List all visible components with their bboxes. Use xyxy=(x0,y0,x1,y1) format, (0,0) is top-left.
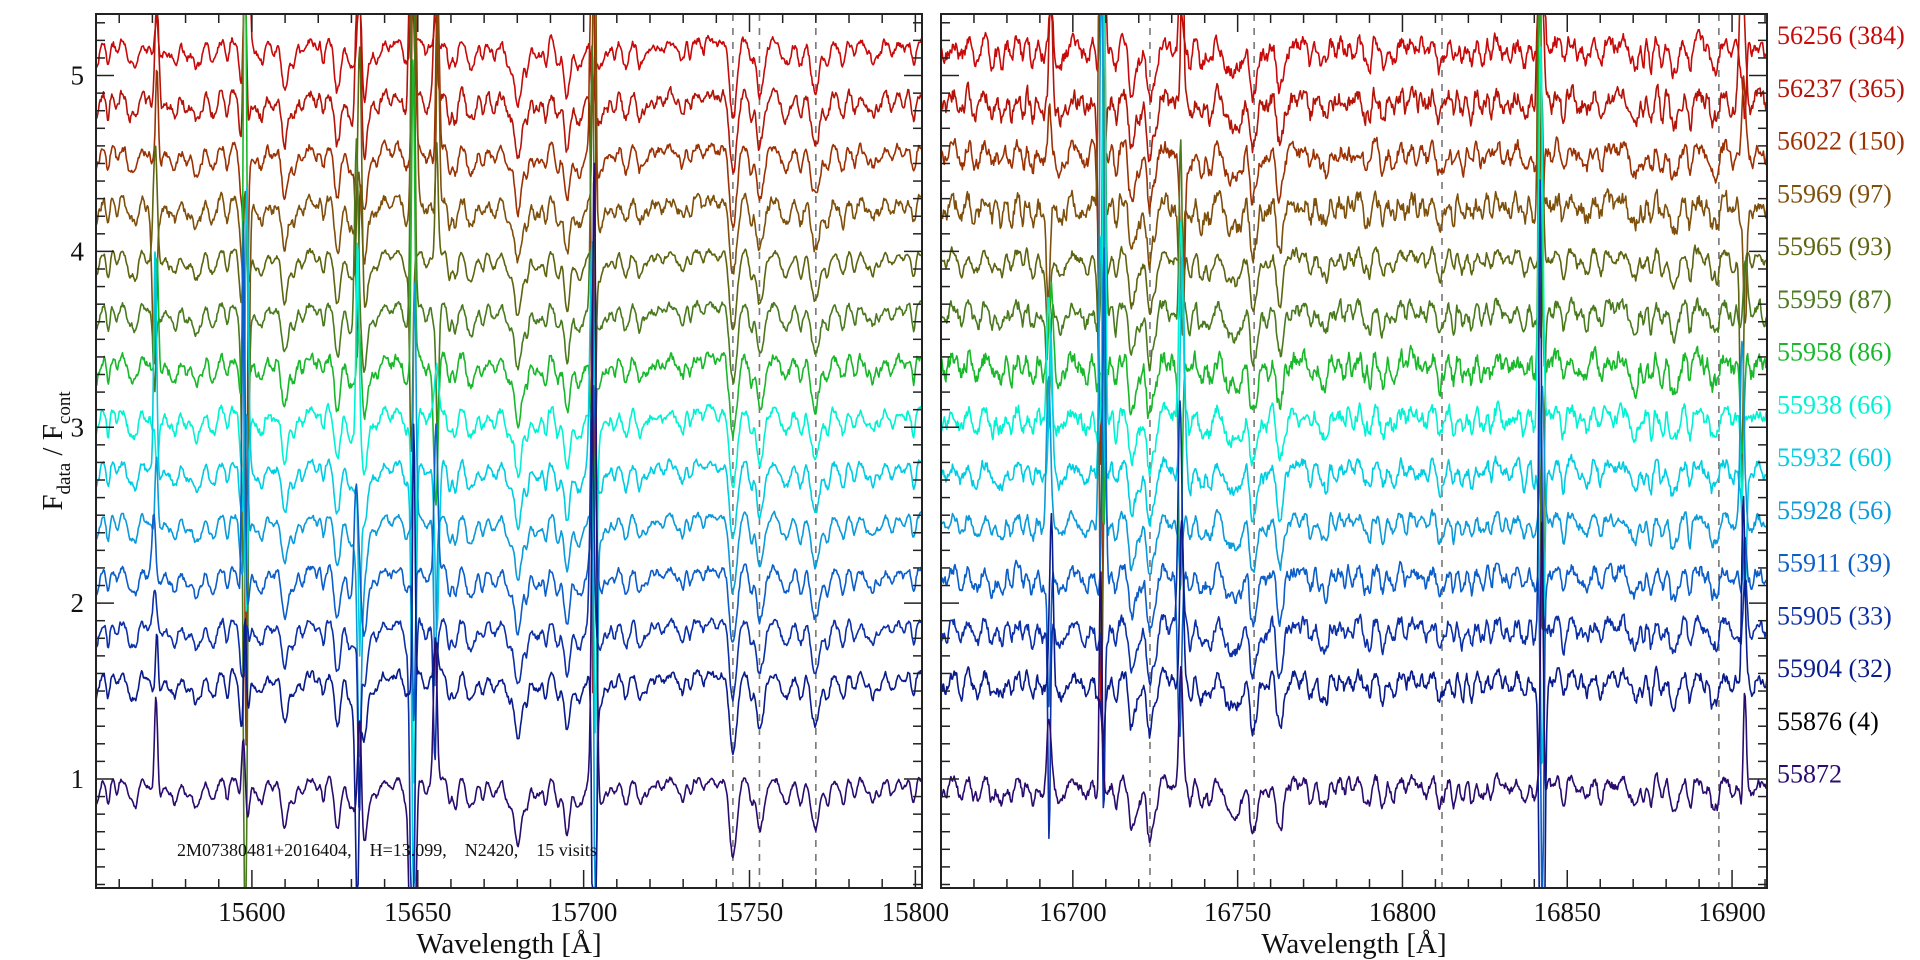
legend-label-55965: 55965 (93) xyxy=(1777,232,1892,261)
spectrum-56256-panel1 xyxy=(941,14,1767,120)
legend-label-55911: 55911 (39) xyxy=(1777,549,1891,578)
legend: 56256 (384) 56237 (365) 56022 (150) 55969 (… xyxy=(1777,21,1905,789)
x-tick-label: 15650 xyxy=(384,897,452,927)
spectrum-55905-panel0 xyxy=(96,388,922,888)
spectrum-56022-panel0 xyxy=(96,14,922,746)
y-tick-label: 2 xyxy=(71,588,85,618)
right-panel: 16700 16750 16800 16850 16900 Wavelength [Å] xyxy=(940,13,1768,960)
x-tick-label: 15800 xyxy=(882,897,950,927)
x-tick-label: 15750 xyxy=(716,897,784,927)
left-panel: 15600 15650 15700 15750 15800 Wavelength [Å] 1… xyxy=(71,13,950,960)
legend-label-55872: 55872 xyxy=(1777,760,1842,789)
legend-label-55938: 55938 (66) xyxy=(1777,390,1892,419)
spectrum-56237-panel1 xyxy=(941,14,1767,710)
legend-label-55928: 55928 (56) xyxy=(1777,496,1892,525)
legend-label-56237: 56237 (365) xyxy=(1777,74,1905,103)
y-tick-label: 3 xyxy=(71,412,85,442)
spectrum-55938-panel0 xyxy=(96,242,922,784)
spectrum-55904-panel1 xyxy=(941,495,1767,888)
legend-label-55958: 55958 (86) xyxy=(1777,338,1892,367)
spectrum-56256-panel0 xyxy=(96,14,922,119)
legend-label-55959: 55959 (87) xyxy=(1777,285,1892,314)
x-tick-label: 16700 xyxy=(1039,897,1107,927)
spectrum-55928-panel0 xyxy=(96,282,922,888)
spectrum-55959-panel1 xyxy=(941,14,1767,630)
spectrum-55872-panel1 xyxy=(941,521,1767,844)
legend-label-55905: 55905 (33) xyxy=(1777,601,1892,630)
spectrum-56022-panel1 xyxy=(941,75,1767,465)
legend-label-55904: 55904 (32) xyxy=(1777,654,1892,683)
x-tick-label: 16900 xyxy=(1698,897,1766,927)
legend-label-55932: 55932 (60) xyxy=(1777,443,1892,472)
legend-label-56022: 56022 (150) xyxy=(1777,127,1905,156)
spectrum-55969-panel0 xyxy=(96,14,922,672)
y-tick-label: 4 xyxy=(71,236,85,266)
spectrum-55965-panel0 xyxy=(96,46,922,453)
x-tick-label: 16750 xyxy=(1204,897,1272,927)
star-info-annotation: 2M07380481+2016404, H=13.099, N2420, 15 … xyxy=(177,840,597,860)
spectrum-55911-panel0 xyxy=(96,221,922,722)
spectrum-55958-panel0 xyxy=(96,14,922,575)
spectrum-55938-panel1 xyxy=(941,14,1767,503)
x-tick-label: 16800 xyxy=(1369,897,1437,927)
spectrum-55904-panel0 xyxy=(96,423,922,888)
spectrum-56237-panel0 xyxy=(96,14,922,694)
spectrum-55932-panel1 xyxy=(941,236,1767,765)
x-tick-label: 15600 xyxy=(218,897,286,927)
spectrum-55959-panel0 xyxy=(96,14,922,888)
legend-label-55876: 55876 (4) xyxy=(1777,707,1879,736)
y-tick-label: 1 xyxy=(71,764,85,794)
spectrum-55932-panel0 xyxy=(96,186,922,888)
y-axis-title: Fdata / Fcont xyxy=(37,391,75,511)
spectrum-55872-panel0 xyxy=(96,162,922,888)
x-tick-label: 16850 xyxy=(1534,897,1602,927)
x-tick-label: 15700 xyxy=(550,897,618,927)
y-tick-label: 5 xyxy=(71,61,85,91)
spectrum-55969-panel1 xyxy=(941,14,1767,324)
plot-frame xyxy=(940,13,1768,889)
legend-label-55969: 55969 (97) xyxy=(1777,179,1892,208)
spectrum-55911-panel1 xyxy=(941,247,1767,888)
plot-frame xyxy=(95,13,923,889)
spectrum-55958-panel1 xyxy=(941,14,1767,591)
spectrum-55905-panel1 xyxy=(941,179,1767,840)
x-axis-title: Wavelength [Å] xyxy=(1261,928,1446,960)
legend-label-56256: 56256 (384) xyxy=(1777,21,1905,50)
x-axis-title: Wavelength [Å] xyxy=(416,928,601,960)
spectrum-55965-panel1 xyxy=(941,90,1767,672)
spectrum-55928-panel1 xyxy=(941,14,1767,581)
